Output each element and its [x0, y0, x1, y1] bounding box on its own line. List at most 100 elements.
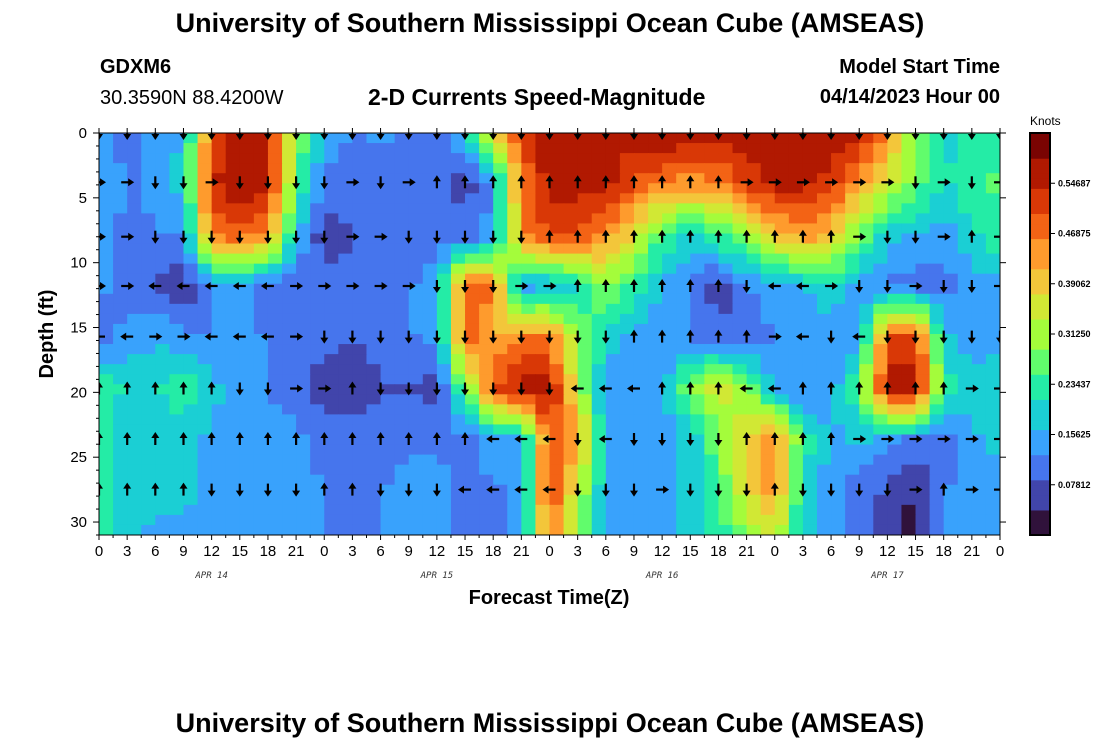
heat-cell: [535, 434, 551, 446]
heat-cell: [845, 323, 860, 335]
heat-cell: [296, 524, 311, 535]
current-vector: [404, 382, 413, 396]
heat-cell: [183, 233, 199, 245]
model-start-value: 04/14/2023 Hour 00: [819, 86, 1000, 108]
heat-cell: [253, 454, 269, 466]
heat-cell: [760, 434, 776, 446]
heat-cell: [324, 434, 339, 446]
heat-cell: [929, 213, 945, 225]
current-vector: [545, 229, 554, 243]
heat-cell: [127, 524, 142, 535]
heat-cell: [774, 474, 790, 486]
heat-cell: [788, 464, 804, 476]
heat-cell: [127, 223, 142, 235]
heat-cell: [774, 374, 790, 385]
heat-cell: [943, 484, 959, 496]
heat-cell: [535, 323, 551, 335]
heat-cell: [957, 163, 973, 174]
heat-cell: [436, 484, 452, 496]
current-vector: [292, 230, 301, 244]
heat-cell: [155, 494, 170, 506]
heat-cell: [802, 143, 818, 154]
heat-cell: [211, 303, 227, 315]
heat-cell: [408, 183, 424, 194]
heat-cell: [436, 524, 452, 535]
heat-cell: [380, 233, 396, 245]
y-tick-label: 25: [70, 449, 87, 466]
heat-cell: [746, 364, 762, 375]
heat-cell: [577, 293, 593, 305]
heat-cell: [282, 183, 297, 194]
heat-cell: [718, 424, 734, 436]
heat-cell: [296, 193, 311, 204]
heat-cell: [760, 233, 776, 245]
heat-cell: [915, 364, 931, 375]
heat-cell: [831, 504, 846, 516]
current-vector: [795, 282, 809, 290]
heat-cell: [591, 173, 607, 184]
heat-cell: [436, 344, 452, 355]
heat-cell: [746, 384, 762, 395]
heat-cell: [521, 213, 537, 225]
heat-cell: [563, 213, 579, 225]
current-vector: [601, 279, 610, 292]
heat-cell: [141, 444, 156, 456]
current-vector: [207, 381, 216, 395]
heat-cell: [971, 273, 987, 285]
heat-cell: [479, 484, 494, 496]
x-tick-label: 0: [545, 543, 553, 560]
heat-cell: [859, 424, 874, 436]
heat-cell: [155, 313, 170, 325]
heat-cell: [549, 434, 565, 446]
heat-cell: [535, 344, 551, 355]
heat-cell: [732, 504, 748, 516]
heat-cell: [141, 394, 156, 405]
heat-cell: [845, 474, 860, 486]
heat-cell: [577, 354, 593, 365]
heat-cell: [267, 173, 283, 184]
heat-cell: [183, 474, 199, 486]
current-vector: [742, 133, 751, 140]
heat-cell: [225, 223, 241, 235]
colorbar-swatch: [1030, 514, 1050, 521]
heat-cell: [239, 474, 255, 486]
heat-cell: [577, 384, 593, 395]
heat-cell: [577, 323, 593, 335]
heat-cell: [296, 173, 311, 184]
heat-cell: [493, 394, 508, 405]
heat-cell: [183, 293, 199, 305]
heat-cell: [282, 313, 297, 325]
heat-cell: [155, 183, 170, 194]
heat-cell: [436, 323, 452, 335]
heat-cell: [704, 404, 720, 415]
heat-cell: [831, 253, 846, 265]
current-vector: [601, 175, 610, 189]
heat-cell: [648, 414, 663, 426]
heat-cell: [690, 414, 705, 426]
heat-cell: [788, 203, 804, 214]
heat-cell: [296, 203, 311, 214]
current-vector: [489, 133, 498, 140]
heat-cell: [535, 414, 551, 426]
heat-cell: [831, 223, 846, 235]
heat-cell: [113, 283, 128, 295]
heat-cell: [380, 434, 396, 446]
current-vector: [290, 332, 304, 341]
heat-cell: [802, 243, 818, 255]
heat-cell: [633, 143, 649, 154]
heat-cell: [479, 444, 494, 456]
heat-cell: [127, 253, 142, 265]
heat-cell: [577, 303, 593, 315]
heat-cell: [99, 243, 114, 255]
heat-cell: [225, 313, 241, 325]
heat-cell: [704, 424, 720, 436]
heat-cell: [605, 524, 621, 535]
heat-cell: [253, 303, 269, 315]
heat-cell: [788, 193, 804, 204]
heat-cell: [760, 323, 776, 335]
heat-cell: [760, 394, 776, 405]
heat-cell: [915, 384, 931, 395]
heat-cell: [253, 323, 269, 335]
heat-cell: [831, 203, 846, 214]
heat-cell: [169, 454, 185, 466]
